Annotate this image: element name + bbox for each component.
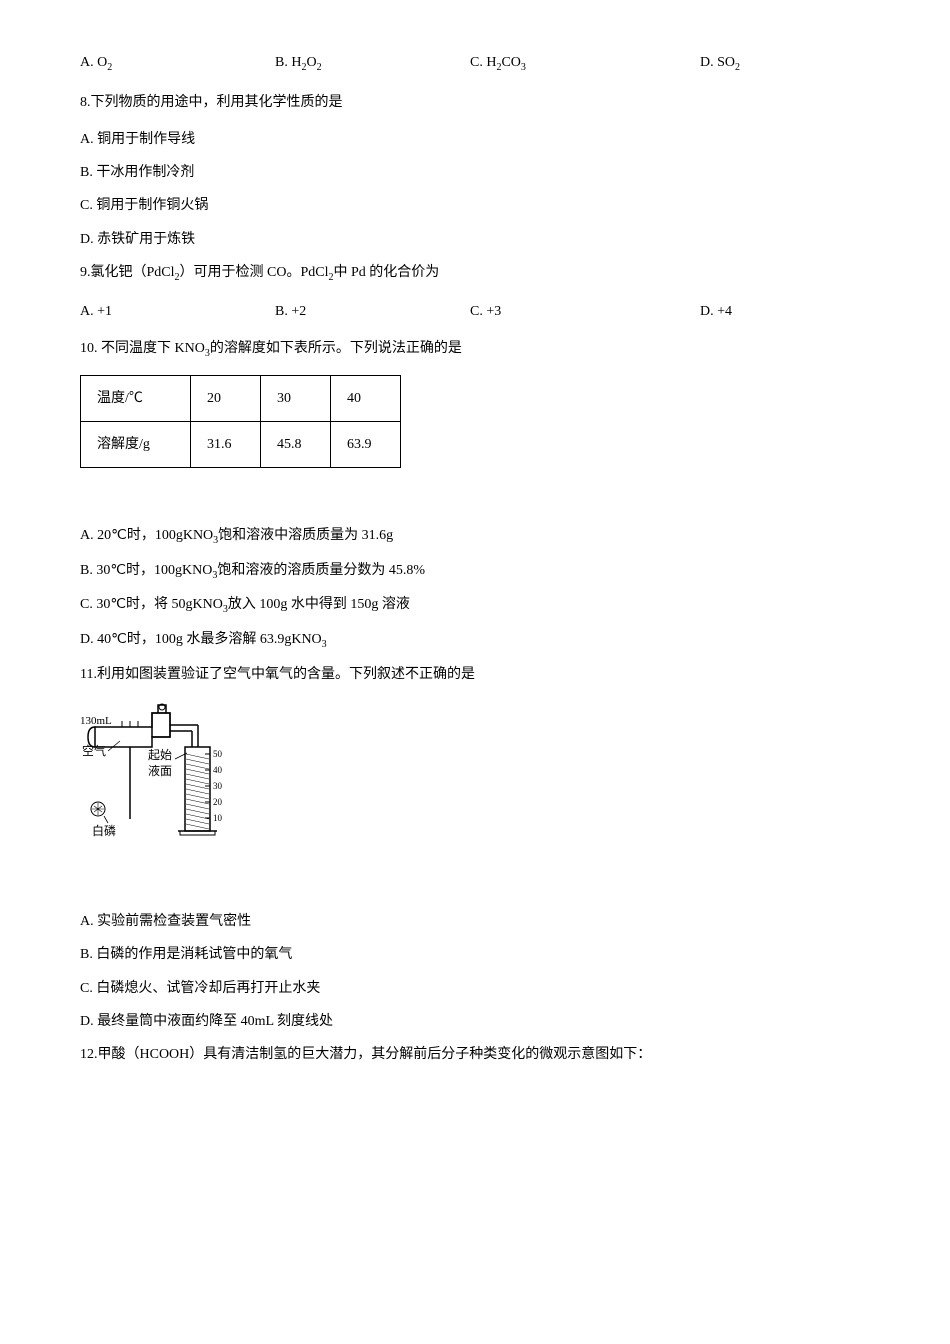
q7-option-b: B. H2O2 xyxy=(275,50,470,77)
q11-title-text: 11.利用如图装置验证了空气中氧气的含量。下列叙述不正确的是 xyxy=(80,667,475,682)
q7-c-mid: CO xyxy=(501,55,520,70)
q10-title-p2: 的溶解度如下表所示。下列说法正确的是 xyxy=(210,341,462,356)
q7-d-text: D. SO xyxy=(700,55,735,70)
scale-50-label: 50 xyxy=(213,749,223,759)
table-cell: 63.9 xyxy=(331,421,401,467)
air-label: 空气 xyxy=(82,743,106,758)
table-row: 溶解度/g 31.6 45.8 63.9 xyxy=(81,421,401,467)
table-row: 温度/℃ 20 30 40 xyxy=(81,375,401,421)
q7-option-c: C. H2CO3 xyxy=(470,50,700,77)
q7-option-a: A. O2 xyxy=(80,50,275,77)
scale-40-label: 40 xyxy=(213,765,223,775)
q10-title-p1: 10. 不同温度下 KNO xyxy=(80,341,205,356)
phosphorus-label: 白磷 xyxy=(92,823,116,838)
q8-option-c: C. 铜用于制作铜火锅 xyxy=(80,193,870,218)
q9-title: 9.氯化钯（PdCl2）可用于检测 CO。PdCl2中 Pd 的化合价为 xyxy=(80,260,870,287)
table-cell-solubility-label: 溶解度/g xyxy=(81,421,191,467)
q11-option-a: A. 实验前需检查装置气密性 xyxy=(80,909,870,934)
q9-title-p1: 9.氯化钯（PdCl xyxy=(80,265,175,280)
q7-a-sub: 2 xyxy=(107,62,112,73)
q9-title-p3: 中 Pd 的化合价为 xyxy=(333,265,439,280)
q8-option-a: A. 铜用于制作导线 xyxy=(80,127,870,152)
q9-option-d: D. +4 xyxy=(700,299,840,324)
q9-option-a: A. +1 xyxy=(80,299,275,324)
q10-a-p2: 饱和溶液中溶质质量为 31.6g xyxy=(218,528,393,543)
scale-10-label: 10 xyxy=(213,813,223,823)
q7-option-d: D. SO2 xyxy=(700,50,840,77)
q10-d-p1: D. 40℃时，100g 水最多溶解 63.9gKNO xyxy=(80,632,322,647)
q10-c-p1: C. 30℃时，将 50gKNO xyxy=(80,597,223,612)
q7-c-sub2: 3 xyxy=(521,62,526,73)
q10-option-b: B. 30℃时，100gKNO3饱和溶液的溶质质量分数为 45.8% xyxy=(80,558,870,585)
q7-b-p1: B. H xyxy=(275,55,301,70)
q9-options-row: A. +1 B. +2 C. +3 D. +4 xyxy=(80,299,870,324)
q11-option-d: D. 最终量筒中液面约降至 40mL 刻度线处 xyxy=(80,1009,870,1034)
q12-title: 12.甲酸（HCOOH）具有清洁制氢的巨大潜力，其分解前后分子种类变化的微观示意… xyxy=(80,1042,870,1067)
scale-30-label: 30 xyxy=(213,781,223,791)
q11-title: 11.利用如图装置验证了空气中氧气的含量。下列叙述不正确的是 xyxy=(80,662,870,687)
q11-option-b: B. 白磷的作用是消耗试管中的氧气 xyxy=(80,942,870,967)
q8-option-b: B. 干冰用作制冷剂 xyxy=(80,160,870,185)
q12-title-text: 12.甲酸（HCOOH）具有清洁制氢的巨大潜力，其分解前后分子种类变化的微观示意… xyxy=(80,1047,651,1062)
q11-option-c: C. 白磷熄火、试管冷却后再打开止水夹 xyxy=(80,976,870,1001)
q10-title: 10. 不同温度下 KNO3的溶解度如下表所示。下列说法正确的是 xyxy=(80,336,870,363)
q9-option-b: B. +2 xyxy=(275,299,470,324)
table-cell: 30 xyxy=(261,375,331,421)
q10-solubility-table: 温度/℃ 20 30 40 溶解度/g 31.6 45.8 63.9 xyxy=(80,375,401,468)
start-label: 起始 xyxy=(148,748,172,762)
q7-options-row: A. O2 B. H2O2 C. H2CO3 D. SO2 xyxy=(80,50,870,77)
table-cell: 20 xyxy=(191,375,261,421)
q7-c-p1: C. H xyxy=(470,55,496,70)
q10-option-d: D. 40℃时，100g 水最多溶解 63.9gKNO3 xyxy=(80,627,870,654)
q7-b-sub2: 2 xyxy=(317,62,322,73)
q11-apparatus-diagram: 50 40 30 20 10 130mL 空气 起始 液面 白磷 xyxy=(80,699,240,854)
q9-option-c: C. +3 xyxy=(470,299,700,324)
q7-d-sub: 2 xyxy=(735,62,740,73)
liquid-label: 液面 xyxy=(148,763,172,778)
q10-a-p1: A. 20℃时，100gKNO xyxy=(80,528,213,543)
q10-b-p2: 饱和溶液的溶质质量分数为 45.8% xyxy=(217,563,425,578)
q8-title-text: 8.下列物质的用途中，利用其化学性质的是 xyxy=(80,95,343,110)
q10-b-p1: B. 30℃时，100gKNO xyxy=(80,563,212,578)
table-cell: 31.6 xyxy=(191,421,261,467)
scale-20-label: 20 xyxy=(213,797,223,807)
q8-option-d: D. 赤铁矿用于炼铁 xyxy=(80,227,870,252)
table-cell-temp-label: 温度/℃ xyxy=(81,375,191,421)
table-cell: 45.8 xyxy=(261,421,331,467)
q7-a-text: A. O xyxy=(80,55,107,70)
q8-title: 8.下列物质的用途中，利用其化学性质的是 xyxy=(80,89,870,115)
q10-option-a: A. 20℃时，100gKNO3饱和溶液中溶质质量为 31.6g xyxy=(80,523,870,550)
q9-title-p2: ）可用于检测 CO。PdCl xyxy=(180,265,329,280)
volume-label: 130mL xyxy=(80,715,112,727)
q10-c-p2: 放入 100g 水中得到 150g 溶液 xyxy=(228,597,410,612)
q7-b-mid: O xyxy=(306,55,316,70)
q10-option-c: C. 30℃时，将 50gKNO3放入 100g 水中得到 150g 溶液 xyxy=(80,592,870,619)
q10-d-sub: 3 xyxy=(322,639,327,650)
table-cell: 40 xyxy=(331,375,401,421)
